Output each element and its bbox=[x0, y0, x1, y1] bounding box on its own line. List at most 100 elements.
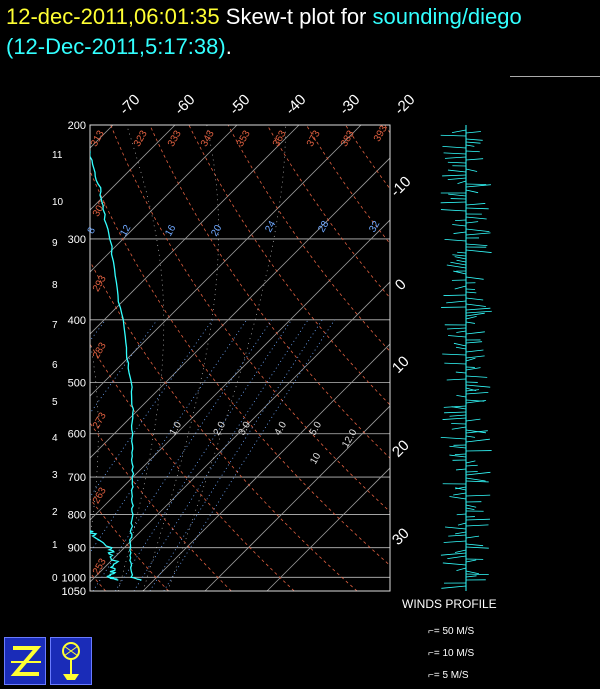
wind-barb bbox=[465, 243, 488, 247]
moist-label: 2.0 bbox=[212, 420, 229, 438]
mixing-ratio-label: 8 bbox=[86, 225, 99, 236]
isotherm-label: 30 bbox=[389, 525, 413, 549]
wind-barb bbox=[465, 249, 492, 253]
wind-barb bbox=[465, 341, 483, 344]
isotherm-line bbox=[90, 125, 238, 273]
isotherm-line bbox=[90, 281, 390, 583]
wind-barb bbox=[465, 316, 477, 320]
wind-barb bbox=[465, 573, 489, 576]
moist-label: 1.0 bbox=[168, 420, 185, 438]
wind-barb bbox=[465, 288, 476, 290]
wind-profile bbox=[440, 125, 492, 591]
dry-adiabat-line bbox=[227, 125, 390, 352]
plot-frame bbox=[89, 124, 391, 592]
wind-barb bbox=[465, 575, 477, 578]
wind-barb bbox=[449, 445, 467, 449]
wind-barb bbox=[465, 438, 490, 443]
wind-barb bbox=[465, 297, 484, 301]
wind-barb bbox=[465, 150, 480, 153]
isotherm-line bbox=[142, 343, 390, 591]
wind-barb bbox=[456, 330, 467, 333]
dry-adiabat-label: 253 bbox=[91, 556, 109, 576]
wind-barb bbox=[465, 535, 480, 539]
pressure-label: 800 bbox=[68, 510, 86, 522]
wind-barb bbox=[450, 261, 467, 266]
wind-barb bbox=[465, 168, 478, 172]
wind-barb bbox=[451, 129, 467, 133]
z-logo-icon[interactable] bbox=[4, 637, 46, 685]
wind-barb bbox=[453, 342, 467, 347]
wind-barb bbox=[455, 219, 467, 222]
pressure-label: 1000 bbox=[62, 572, 86, 584]
wind-barb bbox=[440, 552, 467, 556]
height-label: 2 bbox=[52, 507, 58, 518]
wind-barb bbox=[448, 534, 467, 537]
wind-barb bbox=[440, 134, 467, 137]
dry-adiabat-label: 323 bbox=[132, 128, 150, 148]
wind-barb bbox=[455, 531, 467, 535]
mixing-ratio-line bbox=[92, 319, 273, 591]
isotherm-line bbox=[90, 125, 176, 211]
wind-barb bbox=[455, 371, 467, 374]
mixing-ratio-label: 32 bbox=[367, 219, 382, 235]
dry-adiabat-line bbox=[110, 125, 390, 513]
pressure-label: 200 bbox=[68, 120, 86, 132]
height-label: 9 bbox=[52, 238, 58, 249]
wind-barb bbox=[445, 526, 467, 530]
wind-barb bbox=[452, 254, 467, 257]
wind-barb bbox=[446, 264, 467, 269]
wind-barb bbox=[465, 471, 478, 473]
mixing-ratio-line bbox=[115, 319, 292, 591]
wind-barb bbox=[465, 546, 489, 549]
dry-adiabat-line bbox=[266, 125, 390, 299]
mixing-ratio-line bbox=[133, 319, 309, 591]
wind-barb bbox=[449, 454, 467, 458]
wind-barb bbox=[446, 327, 467, 330]
wind-barb bbox=[465, 477, 486, 482]
wind-barb bbox=[448, 335, 467, 338]
wind-barb bbox=[441, 585, 467, 589]
height-label: 7 bbox=[52, 320, 58, 331]
dry-adiabat-line bbox=[541, 125, 600, 591]
wind-barb bbox=[465, 138, 483, 141]
wind-barb bbox=[444, 411, 467, 414]
wind-barb bbox=[442, 174, 467, 177]
sounding-time: (12-Dec-2011,5:17:38) bbox=[6, 34, 226, 59]
mixing-ratio-line bbox=[163, 319, 336, 591]
wind-barb bbox=[465, 216, 487, 220]
wind-barb bbox=[444, 362, 467, 365]
winds-profile-title: WINDS PROFILE bbox=[402, 597, 497, 611]
wind-legend-10: ⌐= 10 M/S bbox=[428, 648, 475, 659]
wind-barb bbox=[455, 346, 467, 350]
dry-adiabat-line bbox=[0, 125, 43, 591]
wind-barb bbox=[442, 417, 467, 420]
wind-barb bbox=[465, 232, 491, 236]
dewpoint-line bbox=[90, 530, 120, 581]
wind-barb-icon: ⌐ bbox=[428, 648, 434, 659]
wind-barb bbox=[465, 228, 490, 233]
plot-label: Skew-t plot for bbox=[225, 4, 367, 29]
wind-barb bbox=[465, 464, 478, 467]
wind-barb bbox=[440, 436, 467, 440]
dry-adiabat-label: 353 bbox=[235, 128, 253, 148]
wind-barb bbox=[457, 251, 467, 254]
mixing-ratio-label: 12 bbox=[118, 223, 133, 239]
wind-barb bbox=[465, 310, 492, 314]
wind-barb bbox=[457, 522, 467, 526]
wind-barb bbox=[440, 201, 467, 204]
dry-adiabat-line bbox=[90, 343, 295, 591]
wind-barb bbox=[465, 480, 489, 483]
wind-barb bbox=[457, 180, 467, 185]
wind-barb bbox=[455, 468, 467, 471]
wind-barb bbox=[456, 567, 467, 572]
wind-legend-50: ⌐= 50 M/S bbox=[428, 626, 475, 637]
wind-barb bbox=[465, 203, 486, 206]
wind-barb bbox=[443, 540, 467, 543]
isotherm-label: -30 bbox=[336, 91, 363, 118]
dry-adiabat-line bbox=[188, 125, 390, 406]
dry-adiabat-label: 373 bbox=[305, 128, 323, 148]
wind-barb bbox=[465, 158, 484, 161]
dry-adiabat-label: 393 bbox=[372, 123, 390, 143]
wind-barb bbox=[465, 312, 485, 317]
radar-icon[interactable] bbox=[50, 637, 92, 685]
